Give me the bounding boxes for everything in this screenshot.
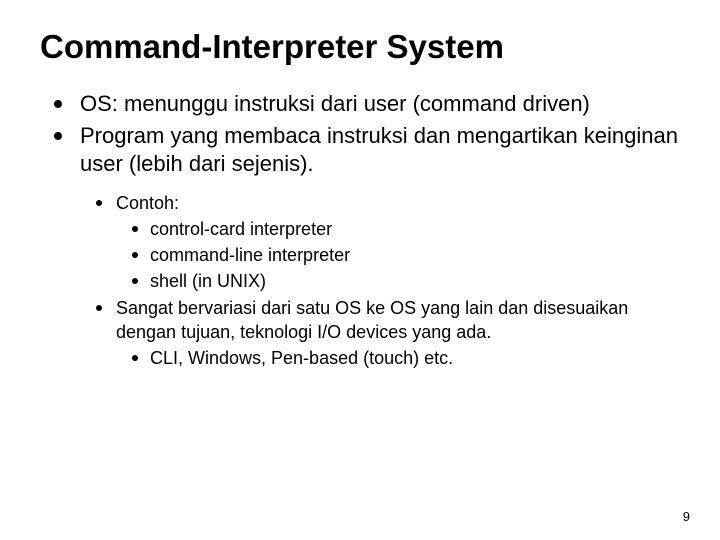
page-number: 9: [683, 509, 690, 524]
bullet-text: control-card interpreter: [150, 219, 332, 239]
bullet-list-level2: Contoh: control-card interpreter command…: [80, 192, 680, 370]
list-item: Sangat bervariasi dari satu OS ke OS yan…: [80, 297, 680, 370]
bullet-text: shell (in UNIX): [150, 271, 266, 291]
list-item: CLI, Windows, Pen-based (touch) etc.: [116, 347, 680, 371]
list-item: Contoh: control-card interpreter command…: [80, 192, 680, 293]
bullet-text: command-line interpreter: [150, 245, 350, 265]
bullet-text: OS: menunggu instruksi dari user (comman…: [80, 91, 590, 116]
bullet-text: CLI, Windows, Pen-based (touch) etc.: [150, 348, 453, 368]
list-item: command-line interpreter: [116, 244, 680, 268]
bullet-list-level3: control-card interpreter command-line in…: [116, 218, 680, 293]
slide: Command-Interpreter System OS: menunggu …: [0, 0, 720, 540]
list-item: control-card interpreter: [116, 218, 680, 242]
bullet-text: Contoh:: [116, 193, 179, 213]
slide-title: Command-Interpreter System: [40, 28, 680, 66]
bullet-text: Program yang membaca instruksi dan menga…: [80, 123, 678, 176]
list-item: Program yang membaca instruksi dan menga…: [40, 122, 680, 371]
bullet-list-level4: CLI, Windows, Pen-based (touch) etc.: [116, 347, 680, 371]
list-item: OS: menunggu instruksi dari user (comman…: [40, 90, 680, 118]
bullet-list-level1: OS: menunggu instruksi dari user (comman…: [40, 90, 680, 371]
bullet-text: Sangat bervariasi dari satu OS ke OS yan…: [116, 298, 628, 342]
list-item: shell (in UNIX): [116, 270, 680, 294]
